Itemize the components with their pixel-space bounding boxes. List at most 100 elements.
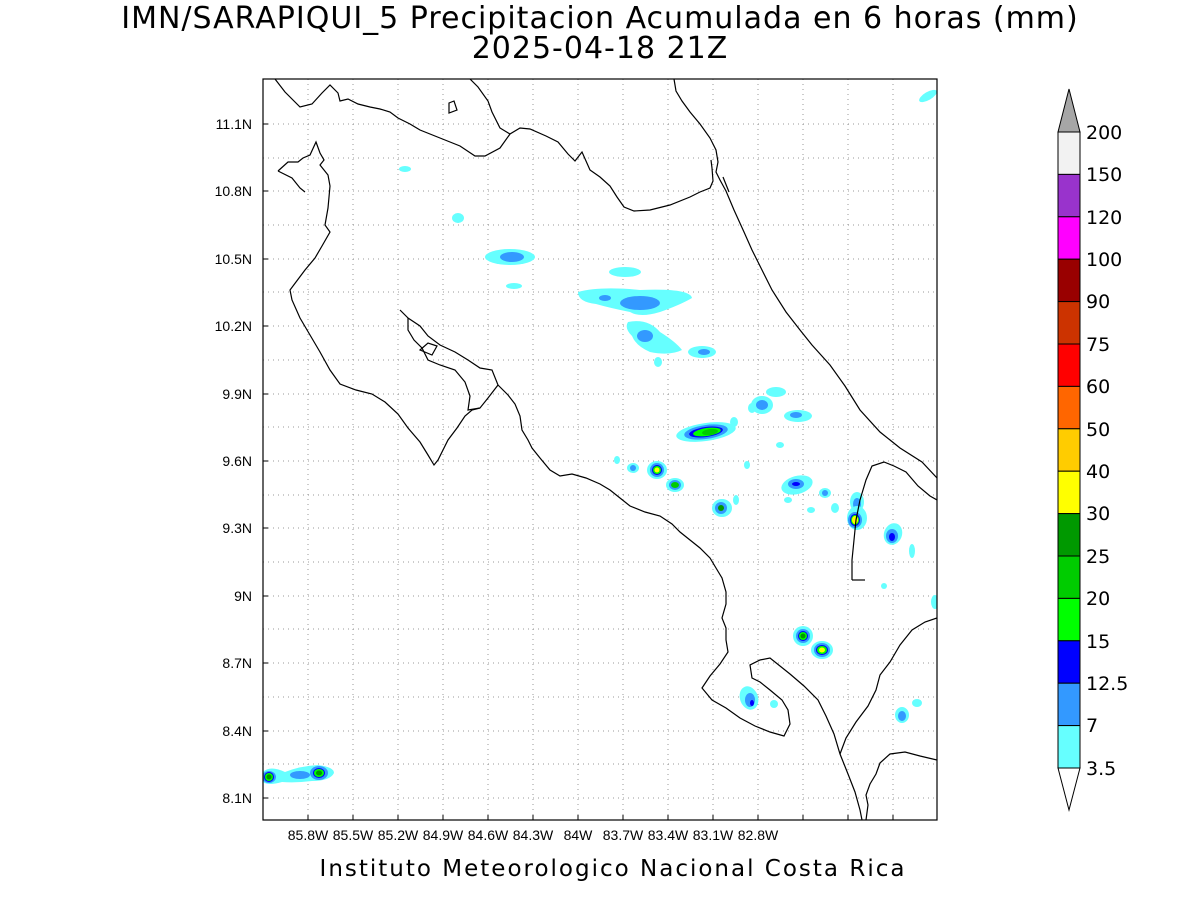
chart-title: IMN/SARAPIQUI_5 Precipitacion Acumulada …: [121, 1, 1079, 36]
rain-cell: [895, 699, 922, 723]
colorbar-label: 75: [1086, 334, 1110, 356]
map-frame: [262, 78, 938, 821]
rain-cell: [847, 492, 867, 530]
colorbar-over-arrow: [1057, 88, 1081, 133]
rain-cell: [751, 387, 786, 414]
precipitation-cells: [263, 89, 937, 784]
panama-coast-south: [839, 617, 937, 755]
x-axis-labels: 85.8W 85.5W 85.2W 84.9W 84.6W 84.3W 84W …: [288, 827, 779, 843]
rain-cell: [263, 765, 334, 784]
colorbar-label: 90: [1086, 291, 1110, 313]
rain-cell: [647, 461, 667, 479]
rain-cell: [712, 495, 739, 517]
gulf-of-nicoya: [399, 309, 499, 411]
nicoya-west-coast: [277, 140, 481, 467]
colorbar-label: 7: [1086, 715, 1098, 737]
y-tick-label: 10.2N: [215, 318, 252, 334]
y-tick-label: 10.5N: [215, 251, 252, 267]
rain-cell: [784, 410, 812, 422]
rain-cell: [744, 442, 784, 469]
x-tick-label: 84W: [564, 827, 594, 843]
colorbar-label: 120: [1086, 207, 1122, 229]
y-tick-label: 9N: [234, 588, 252, 604]
coastlines: [274, 79, 937, 820]
x-tick-label: 85.2W: [378, 827, 419, 843]
x-tick-label: 84.3W: [513, 827, 554, 843]
rain-cell: [919, 89, 937, 103]
y-tick-label: 10.8N: [215, 183, 252, 199]
colorbar-segment-120-150: [1057, 173, 1081, 218]
x-tick-label: 83.4W: [648, 827, 689, 843]
colorbar-segment-150-200: [1057, 131, 1081, 175]
rain-cell: [793, 626, 813, 646]
colorbar-segment-20-25: [1057, 555, 1081, 599]
colorbar-label: 25: [1086, 546, 1110, 568]
x-tick-label: 84.9W: [423, 827, 464, 843]
parallels: [263, 123, 937, 799]
colorbar-label: 12.5: [1086, 673, 1128, 695]
panama-pacific: [865, 751, 937, 820]
nicaragua-caribbean-coast: [469, 79, 511, 135]
colorbar-segment-60-75: [1057, 343, 1081, 387]
colorbar-label: 40: [1086, 461, 1110, 483]
x-tick-label: 82.8W: [738, 827, 779, 843]
colorbar-label: 60: [1086, 376, 1110, 398]
colorbar-label: 100: [1086, 249, 1122, 271]
colorbar-segment-90-100: [1057, 258, 1081, 303]
x-tick-label: 85.8W: [288, 827, 329, 843]
rain-cell: [578, 288, 692, 315]
rain-cell: [931, 595, 937, 609]
colorbar-under-arrow: [1057, 767, 1081, 812]
y-tick-label: 8.4N: [222, 723, 252, 739]
footer-credit: Instituto Meteorologico Nacional Costa R…: [319, 856, 907, 882]
y-tick-label: 8.7N: [222, 655, 252, 671]
rain-cell: [666, 478, 684, 492]
y-tick-label: 9.6N: [222, 453, 252, 469]
rain-cell: [399, 166, 411, 172]
rain-cell: [506, 283, 522, 289]
colorbar-segment-30-40: [1057, 470, 1081, 515]
colorbar-label: 150: [1086, 164, 1122, 186]
rain-cell: [609, 267, 641, 277]
colorbar-labels: 200 150 120 100 90 75 60 50 40 30 25 20 …: [1086, 122, 1128, 780]
northwest-coast-top: [277, 170, 306, 193]
colorbar-segment-100-120: [1057, 216, 1081, 260]
colorbar-segment-15-20: [1057, 597, 1081, 642]
x-tick-label: 83.1W: [693, 827, 734, 843]
caribbean-coast: [673, 79, 937, 479]
meridians: [307, 79, 894, 820]
y-tick-label: 11.1N: [216, 116, 252, 132]
rain-cell: [781, 475, 813, 503]
y-tick-label: 8.1N: [222, 790, 252, 806]
colorbar-segment-3.5-7: [1057, 725, 1081, 769]
rain-cell: [614, 456, 639, 473]
colorbar-label: 200: [1086, 122, 1122, 144]
lake-island: [448, 100, 458, 114]
rain-cell: [807, 488, 839, 513]
pacific-coast-central: [497, 384, 863, 820]
x-tick-label: 83.7W: [603, 827, 644, 843]
rain-cell: [676, 403, 756, 442]
colorbar-label: 50: [1086, 419, 1110, 441]
colorbar-label: 30: [1086, 503, 1110, 525]
gulf-island: [418, 342, 438, 356]
colorbar-segment-7-12.5: [1057, 682, 1081, 727]
tick-marks: [263, 123, 894, 820]
bay-mark: [722, 176, 730, 193]
rain-cell: [739, 686, 778, 710]
colorbar-label: 15: [1086, 631, 1110, 653]
border-panama: [851, 461, 937, 580]
colorbar-label: 20: [1086, 588, 1110, 610]
rain-cell: [452, 213, 464, 223]
colorbar-segment-50-60: [1057, 385, 1081, 430]
colorbar-segment-75-90: [1057, 301, 1081, 345]
chart-subtitle: 2025-04-18 21Z: [471, 31, 729, 66]
colorbar-segment-25-30: [1057, 513, 1081, 557]
rain-cell: [811, 641, 833, 659]
x-tick-label: 84.6W: [468, 827, 509, 843]
grid: [263, 79, 937, 820]
rain-cell: [688, 346, 716, 358]
y-axis-labels: 11.1N 10.8N 10.5N 10.2N 9.9N 9.6N 9.3N 9…: [215, 116, 252, 806]
rain-cell: [485, 249, 535, 265]
